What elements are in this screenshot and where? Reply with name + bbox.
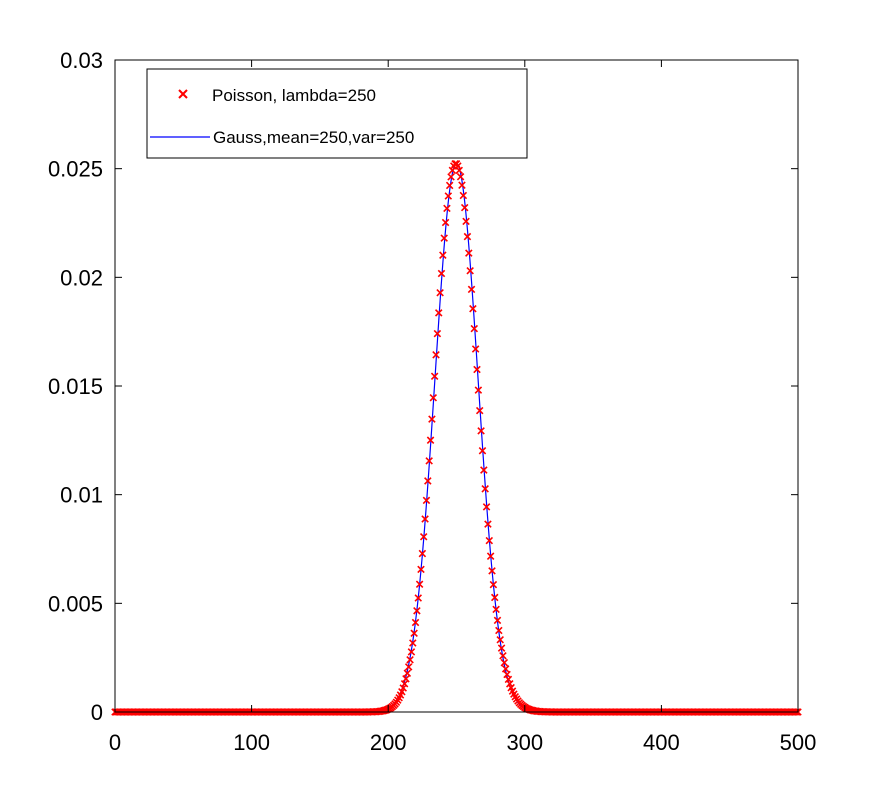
poisson-point bbox=[493, 616, 502, 625]
poisson-point bbox=[477, 427, 485, 435]
poisson-point bbox=[471, 345, 480, 353]
poisson-point bbox=[454, 162, 462, 170]
poisson-point bbox=[425, 457, 433, 465]
poisson-point bbox=[481, 485, 489, 493]
y-tick-label: 0.005 bbox=[48, 591, 103, 616]
poisson-point bbox=[463, 232, 472, 241]
x-tick-label: 0 bbox=[109, 730, 121, 755]
x-tick-label: 400 bbox=[643, 730, 680, 755]
axis-ticks bbox=[114, 59, 799, 713]
poisson-point bbox=[482, 503, 491, 511]
y-tick-label: 0.03 bbox=[60, 48, 103, 73]
poisson-point bbox=[428, 415, 436, 423]
y-tick-label: 0.02 bbox=[60, 265, 103, 290]
poisson-point bbox=[413, 607, 421, 615]
legend-label-poisson: Poisson, lambda=250 bbox=[212, 86, 376, 105]
poisson-point bbox=[465, 249, 473, 257]
poisson-point bbox=[437, 269, 446, 278]
poisson-point bbox=[441, 218, 450, 227]
poisson-point bbox=[404, 663, 413, 671]
poisson-point bbox=[475, 406, 484, 415]
y-tick-label: 0.01 bbox=[60, 483, 103, 508]
poisson-point bbox=[419, 532, 428, 541]
poisson-point bbox=[459, 191, 468, 200]
y-axis-tick-labels: 0 0.005 0.01 0.015 0.02 0.025 0.03 bbox=[48, 48, 103, 725]
poisson-point bbox=[399, 684, 407, 692]
x-tick-label: 200 bbox=[370, 730, 407, 755]
poisson-point bbox=[495, 626, 503, 635]
poisson-point bbox=[473, 365, 481, 374]
legend-box bbox=[146, 68, 528, 159]
poisson-point bbox=[440, 234, 448, 242]
poisson-point bbox=[433, 329, 442, 338]
poisson-point bbox=[458, 181, 466, 189]
poisson-point bbox=[439, 251, 447, 259]
poisson-point bbox=[474, 386, 483, 394]
poisson-point bbox=[415, 580, 424, 589]
poisson-point bbox=[426, 436, 435, 444]
legend: Poisson, lambda=250 Gauss,mean=250,var=2… bbox=[146, 68, 528, 159]
poisson-point bbox=[488, 567, 496, 575]
poisson-point bbox=[485, 536, 494, 545]
x-tick-label: 500 bbox=[780, 730, 817, 755]
poisson-point bbox=[480, 466, 488, 474]
poisson-point bbox=[447, 173, 455, 181]
poisson-point bbox=[403, 669, 412, 677]
poisson-point bbox=[470, 324, 479, 333]
poisson-point bbox=[445, 181, 454, 190]
x-tick-label: 100 bbox=[233, 730, 270, 755]
poisson-point bbox=[414, 594, 423, 602]
poisson-point bbox=[421, 515, 429, 523]
poisson-point bbox=[436, 288, 444, 297]
y-tick-label: 0.025 bbox=[48, 157, 103, 182]
poisson-point bbox=[462, 217, 470, 226]
poisson-point bbox=[486, 552, 495, 560]
poisson-point bbox=[424, 477, 432, 485]
poisson-point bbox=[434, 309, 443, 317]
poisson-point bbox=[496, 635, 504, 644]
poisson-point bbox=[429, 393, 438, 402]
legend-label-gauss: Gauss,mean=250,var=250 bbox=[213, 128, 414, 147]
poisson-point bbox=[484, 520, 492, 528]
poisson-point bbox=[460, 203, 469, 212]
poisson-point bbox=[501, 665, 510, 673]
poisson-point bbox=[492, 605, 500, 614]
poisson-point bbox=[499, 652, 507, 660]
poisson-point bbox=[418, 549, 427, 558]
poisson-point bbox=[467, 285, 476, 294]
poisson-point bbox=[504, 675, 513, 684]
poisson-point bbox=[407, 648, 416, 656]
poisson-point bbox=[417, 565, 425, 574]
y-tick-label: 0.015 bbox=[48, 374, 103, 399]
poisson-point bbox=[444, 192, 453, 200]
poisson-point bbox=[430, 372, 439, 381]
poisson-point bbox=[497, 644, 506, 652]
poisson-point bbox=[489, 580, 498, 589]
poisson-point bbox=[490, 593, 499, 602]
poisson-point bbox=[406, 656, 414, 664]
x-tick-label: 300 bbox=[506, 730, 543, 755]
poisson-point bbox=[410, 629, 418, 638]
poisson-point bbox=[456, 172, 465, 181]
legend-poisson-marker bbox=[178, 89, 188, 99]
poisson-point bbox=[478, 446, 487, 455]
poisson-point bbox=[455, 166, 463, 175]
poisson-point bbox=[432, 351, 440, 359]
poisson-point bbox=[466, 266, 474, 275]
x-axis-tick-labels: 0 100 200 300 400 500 bbox=[109, 730, 816, 755]
poisson-point bbox=[500, 658, 509, 667]
poisson-point bbox=[402, 675, 410, 683]
poisson-point bbox=[422, 496, 431, 505]
poisson-point bbox=[409, 639, 417, 647]
y-tick-label: 0 bbox=[91, 700, 103, 725]
poisson-point bbox=[411, 618, 420, 627]
poisson-point bbox=[469, 304, 477, 313]
poisson-point bbox=[443, 204, 451, 213]
